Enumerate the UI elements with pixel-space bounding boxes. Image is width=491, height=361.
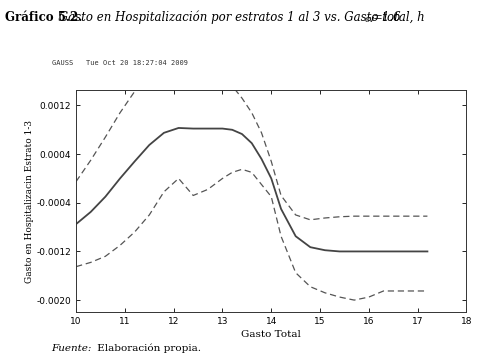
Text: Elaboración propia.: Elaboración propia. <box>94 344 201 353</box>
Y-axis label: Gasto en Hospitalizacin Estrato 1-3: Gasto en Hospitalizacin Estrato 1-3 <box>25 120 34 283</box>
X-axis label: Gasto Total: Gasto Total <box>242 330 301 339</box>
Text: Fuente:: Fuente: <box>52 344 92 353</box>
Text: cv: cv <box>364 15 375 24</box>
Text: Gráfico 5.2.: Gráfico 5.2. <box>5 11 82 24</box>
Text: GAUSS   Tue Oct 20 18:27:04 2009: GAUSS Tue Oct 20 18:27:04 2009 <box>52 60 188 66</box>
Text: =1.6: =1.6 <box>373 11 402 24</box>
Text: Gasto en Hospitalización por estratos 1 al 3 vs. Gasto total, h: Gasto en Hospitalización por estratos 1 … <box>55 11 425 24</box>
